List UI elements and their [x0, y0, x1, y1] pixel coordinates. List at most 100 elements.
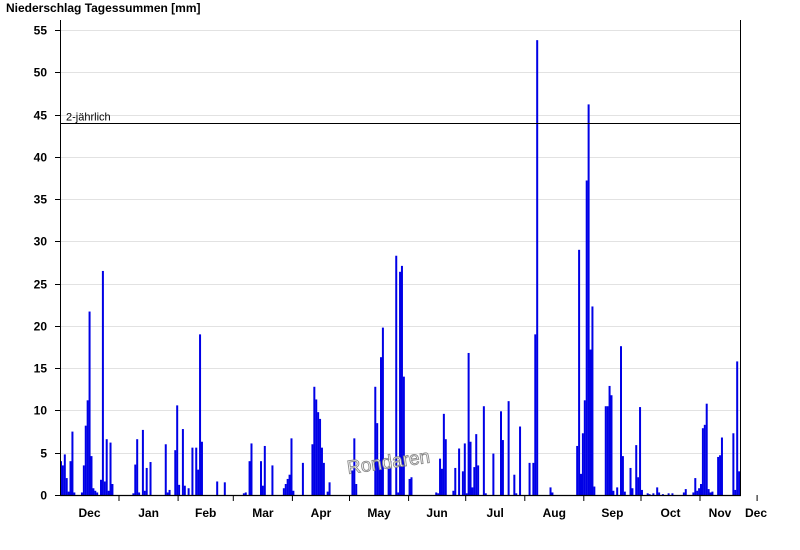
- bar: [711, 491, 714, 495]
- bar: [284, 484, 287, 495]
- bar: [604, 406, 607, 495]
- bar: [134, 464, 137, 495]
- bar: [606, 406, 609, 495]
- axes: [60, 20, 741, 497]
- bar: [315, 399, 318, 495]
- bar: [631, 488, 634, 495]
- x-tick-label: May: [367, 506, 391, 520]
- bar: [500, 411, 502, 495]
- y-tick-label: 10: [34, 404, 48, 418]
- bar: [389, 461, 392, 495]
- bar: [261, 485, 264, 495]
- bar: [313, 386, 316, 495]
- y-tick-label: 35: [34, 193, 48, 207]
- bar: [355, 484, 358, 495]
- bar: [623, 491, 626, 495]
- bar: [84, 425, 87, 495]
- bar: [183, 485, 186, 495]
- bar: [501, 440, 504, 495]
- x-tick-label: Apr: [311, 506, 332, 520]
- bar: [82, 465, 85, 495]
- bar: [166, 492, 169, 495]
- bar: [311, 444, 314, 495]
- bar: [387, 468, 390, 495]
- bar: [616, 487, 619, 495]
- bar: [637, 477, 640, 495]
- bar: [440, 468, 443, 495]
- bar: [73, 492, 76, 495]
- y-tick-label: 0: [40, 489, 47, 503]
- y-tick-label: 5: [40, 447, 47, 461]
- bar: [465, 493, 468, 495]
- bar: [471, 487, 474, 495]
- bar: [648, 494, 651, 495]
- x-tick-label: Feb: [195, 506, 216, 520]
- reference-line-group: 2-jährlich: [60, 112, 740, 124]
- bar: [661, 494, 664, 495]
- bar: [694, 478, 697, 495]
- bar: [700, 484, 702, 495]
- bar: [248, 461, 251, 495]
- bar: [463, 443, 466, 495]
- bar: [658, 492, 661, 495]
- bar: [532, 462, 535, 495]
- bar: [734, 489, 737, 495]
- bar: [475, 434, 478, 495]
- bar: [101, 270, 104, 495]
- y-tick-label: 15: [34, 362, 48, 376]
- bar: [551, 492, 554, 495]
- bar: [458, 448, 461, 495]
- y-tick-label: 25: [34, 278, 48, 292]
- bar: [585, 180, 588, 496]
- bar: [400, 265, 403, 495]
- bar: [271, 465, 274, 495]
- bar: [435, 492, 438, 495]
- bar: [145, 467, 148, 495]
- bar: [732, 433, 735, 495]
- bar: [717, 456, 720, 495]
- bar: [484, 493, 487, 495]
- bar: [381, 327, 384, 495]
- bar: [187, 488, 190, 495]
- bar: [578, 249, 581, 495]
- bar: [646, 493, 649, 495]
- x-tick-label: Jul: [487, 506, 504, 520]
- y-tick-label: 40: [34, 151, 48, 165]
- x-tick-label: Aug: [543, 506, 566, 520]
- bar: [103, 481, 106, 495]
- bar: [593, 486, 596, 495]
- bar: [380, 357, 382, 495]
- bar: [92, 488, 95, 495]
- x-tick-label: Dec: [78, 506, 100, 520]
- bar: [288, 474, 291, 495]
- bar: [292, 490, 295, 495]
- bar: [469, 441, 472, 495]
- x-tick-label: Nov: [709, 506, 732, 520]
- bar: [191, 447, 194, 495]
- bar: [260, 461, 262, 495]
- chart-title: Niederschlag Tagessummen [mm]: [6, 1, 201, 15]
- bar: [454, 467, 457, 495]
- bar: [374, 386, 377, 495]
- bar: [612, 490, 615, 495]
- bar: [326, 491, 329, 495]
- bar: [515, 493, 518, 495]
- bar: [635, 445, 638, 495]
- bar: [200, 441, 203, 495]
- bar: [656, 487, 659, 495]
- bar: [682, 492, 685, 495]
- bar: [138, 492, 141, 495]
- bar: [132, 493, 135, 495]
- y-tick-label: 45: [34, 109, 48, 123]
- bar: [402, 376, 405, 495]
- bar: [477, 465, 480, 495]
- bar: [410, 477, 413, 495]
- bar: [105, 439, 108, 495]
- bar: [536, 40, 539, 496]
- bar: [351, 470, 354, 495]
- bar: [534, 334, 537, 495]
- bar: [707, 489, 710, 495]
- bar: [608, 385, 611, 495]
- bar: [282, 488, 285, 495]
- bar: [720, 437, 723, 495]
